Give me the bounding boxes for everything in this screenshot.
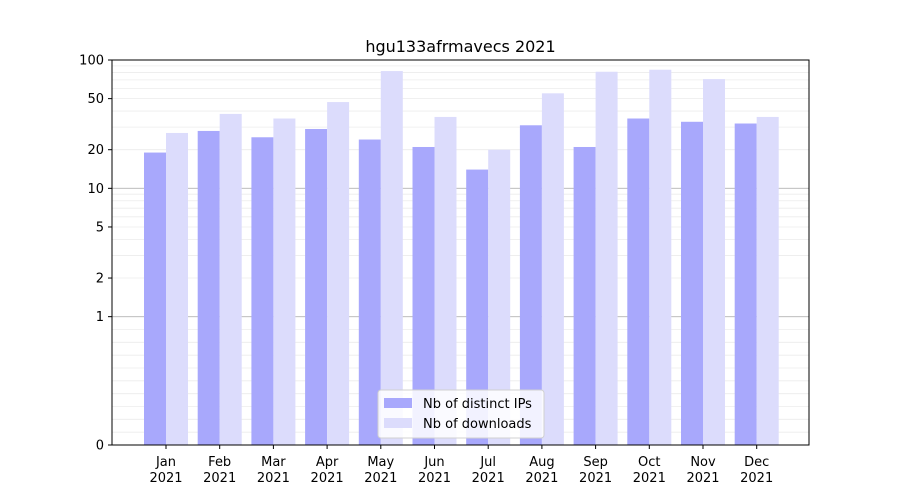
bar-distinct-ips-3 (305, 128, 328, 446)
x-tick-label: Jun 2021 (418, 455, 451, 486)
y-tick-label: 10 (87, 182, 104, 197)
x-tick-label: Dec 2021 (740, 455, 773, 486)
y-tick-label: 20 (87, 143, 104, 158)
bar-distinct-ips-9 (627, 118, 650, 446)
legend-box (377, 389, 545, 439)
y-tick-label: 100 (79, 54, 104, 69)
y-tick-label: 50 (87, 92, 104, 107)
bar-distinct-ips-11 (734, 123, 757, 446)
y-tick-label: 1 (96, 310, 104, 325)
bar-distinct-ips-10 (681, 121, 703, 445)
bar-distinct-ips-7 (519, 125, 542, 446)
bar-downloads-1 (219, 113, 242, 446)
bar-downloads-5 (434, 116, 457, 446)
x-tick-label: Sep 2021 (579, 455, 612, 486)
bar-downloads-4 (380, 71, 403, 446)
plot-frame (111, 59, 810, 446)
bars (144, 69, 779, 446)
x-tick-label: Jul 2021 (472, 455, 505, 486)
x-tick-label: Jan 2021 (149, 455, 182, 486)
bar-downloads-11 (756, 116, 779, 446)
bar-distinct-ips-2 (251, 137, 274, 446)
bar-downloads-7 (541, 93, 564, 445)
x-tick-label: May 2021 (364, 455, 397, 486)
bar-distinct-ips-4 (358, 139, 381, 445)
bar-downloads-10 (703, 79, 725, 446)
bar-downloads-2 (273, 118, 296, 446)
bar-downloads-6 (488, 149, 511, 445)
legend-swatch (384, 398, 412, 408)
legend: Nb of distinct IPs Nb of downloads (377, 389, 545, 439)
bar-distinct-ips-0 (144, 152, 166, 446)
bar-distinct-ips-5 (412, 146, 435, 445)
legend-label: Nb of downloads (423, 417, 532, 432)
x-tick-label: Nov 2021 (686, 455, 719, 486)
y-tick-label: 0 (96, 439, 104, 454)
bar-downloads-0 (166, 132, 188, 446)
x-axis: Jan 2021 Feb 2021 Mar 2021 Apr 2021 May 2021 Jun 20… (149, 445, 773, 486)
x-tick-label: Feb 2021 (203, 455, 236, 486)
x-tick-label: Mar 2021 (257, 455, 290, 486)
x-tick-label: Apr 2021 (311, 455, 344, 486)
bar-downloads-9 (649, 69, 672, 445)
chart-title: hgu133afrmavecs 2021 (365, 37, 555, 56)
legend-label: Nb of distinct IPs (423, 397, 532, 412)
y-tick-label: 5 (96, 220, 104, 235)
bar-downloads-8 (595, 71, 618, 446)
y-tick-label: 2 (96, 272, 104, 287)
x-tick-label: Oct 2021 (633, 455, 666, 486)
bar-distinct-ips-8 (573, 146, 596, 445)
y-axis: 0 1 2 5 10 20 50 100 (79, 54, 112, 454)
bar-distinct-ips-1 (197, 130, 220, 445)
legend-swatch (384, 418, 412, 428)
bar-downloads-3 (327, 102, 350, 445)
bar-distinct-ips-6 (466, 169, 489, 445)
x-tick-label: Aug 2021 (525, 455, 558, 486)
